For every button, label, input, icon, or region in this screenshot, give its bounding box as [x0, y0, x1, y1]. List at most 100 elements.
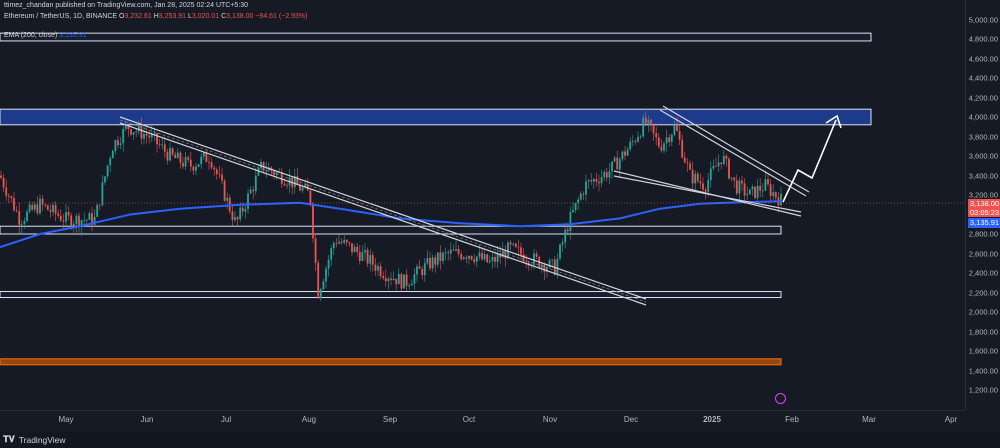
price-tick-label: 2,600.00: [968, 249, 998, 258]
candle-body: [36, 204, 39, 214]
candle-body: [600, 177, 603, 184]
candle-body: [694, 173, 697, 184]
change-value: −94.61 (−2.93%): [255, 13, 308, 20]
candle-body: [486, 254, 489, 263]
publish-info: ttimez_chandan published on TradingView.…: [4, 2, 249, 9]
candle-body: [722, 155, 725, 165]
ema-value: 3,135.91: [59, 32, 87, 39]
candle-body: [314, 238, 317, 263]
candle-body: [153, 133, 156, 134]
candle-body: [483, 254, 486, 260]
candle-body: [223, 180, 226, 201]
candle-body: [618, 159, 621, 170]
candle-body: [400, 273, 403, 289]
candle-body: [327, 259, 330, 269]
candle-body: [543, 264, 546, 272]
candle-body: [348, 242, 351, 244]
candle-body: [325, 268, 327, 282]
price-tick-label: 1,200.00: [968, 385, 998, 395]
candle-body: [93, 216, 96, 225]
candle-body: [499, 253, 502, 258]
time-tick-label: Aug: [301, 415, 317, 424]
candle-body: [475, 256, 478, 262]
candle-body: [478, 252, 481, 257]
candle-body: [195, 166, 197, 171]
ema-price-tag: 3,135.91: [968, 218, 1000, 228]
candle-body: [187, 157, 190, 160]
candle-body: [665, 137, 668, 144]
candle-body: [135, 131, 138, 133]
candle-body: [590, 180, 593, 182]
candle-body: [748, 189, 751, 195]
candle-body: [221, 174, 223, 181]
open-value: 3,232.61: [124, 13, 152, 20]
candle-body: [546, 267, 548, 272]
candle-body: [158, 144, 161, 146]
candle-body: [704, 189, 707, 192]
candle-body: [741, 180, 743, 184]
candle-body: [234, 217, 236, 221]
candle-body: [119, 143, 122, 146]
candle-body: [114, 140, 117, 151]
candle-body: [473, 259, 476, 262]
candle-body: [439, 252, 442, 262]
candle-body: [265, 170, 268, 172]
tradingview-logo[interactable]: 𝐓𝐕 TradingView: [3, 434, 66, 445]
candle-body: [101, 182, 104, 206]
candle-body: [696, 173, 699, 182]
candle-body: [293, 176, 296, 188]
candle-body: [572, 210, 574, 213]
candle-body: [39, 198, 41, 214]
candle-body: [702, 183, 704, 190]
candle-body: [215, 169, 218, 174]
price-zone: [0, 291, 782, 299]
price-tick-label: 4,800.00: [968, 34, 998, 44]
chart-area[interactable]: ttimez_chandan published on TradingView.…: [0, 0, 965, 410]
time-tick-label: Dec: [623, 415, 639, 424]
candle-body: [449, 249, 452, 254]
candle-body: [75, 215, 78, 224]
candle-body: [280, 172, 283, 184]
candle-body: [286, 185, 288, 186]
candle-body: [642, 117, 645, 137]
candle-body: [80, 220, 83, 228]
price-axis[interactable]: 5,000.00 4,800.00 4,600.00 4,400.00 4,200.00…: [965, 0, 1000, 410]
candle-body: [629, 141, 632, 150]
ema-200-line: [0, 200, 783, 249]
candle-body: [210, 162, 213, 168]
candle-body: [759, 185, 762, 191]
candle-body: [611, 161, 613, 172]
candle-body: [663, 143, 665, 151]
tv-logo-icon: 𝐓𝐕: [3, 434, 15, 444]
time-axis[interactable]: May Jun Jul Aug Sep Oct Nov Dec 2025 Feb Mar Apr: [0, 410, 965, 433]
price-tick-label: 4,000.00: [968, 112, 998, 122]
candle-body: [31, 204, 34, 210]
candle-body: [668, 137, 671, 142]
candle-body: [377, 266, 379, 271]
ema-legend[interactable]: EMA (200, close) 3,135.91: [4, 32, 87, 39]
candle-body: [520, 247, 522, 255]
candle-body: [598, 181, 600, 184]
candle-body: [343, 239, 346, 243]
last-price-tag: 3,138.00 03:05:23: [968, 199, 1000, 217]
candle-body: [494, 256, 496, 262]
candle-body: [761, 190, 764, 192]
candle-body: [132, 132, 135, 135]
candle-body: [33, 204, 36, 210]
candle-body: [772, 192, 775, 196]
price-tick-label: 2,000.00: [968, 307, 998, 317]
candle-body: [631, 141, 634, 142]
symbol-name[interactable]: Ethereum / TetherUS, 1D, BINANCE: [4, 13, 118, 20]
candle-body: [655, 133, 658, 138]
event-icon[interactable]: [775, 393, 786, 404]
candle-body: [418, 266, 421, 269]
candle-body: [533, 253, 535, 265]
price-chart[interactable]: [0, 0, 965, 410]
candle-body: [488, 261, 491, 263]
candle-body: [5, 187, 8, 196]
candle-body: [390, 278, 392, 280]
candle-body: [319, 289, 322, 299]
ohlc-legend: Ethereum / TetherUS, 1D, BINANCE O3,232.…: [4, 13, 308, 20]
candle-body: [322, 281, 325, 290]
candle-body: [330, 248, 333, 260]
